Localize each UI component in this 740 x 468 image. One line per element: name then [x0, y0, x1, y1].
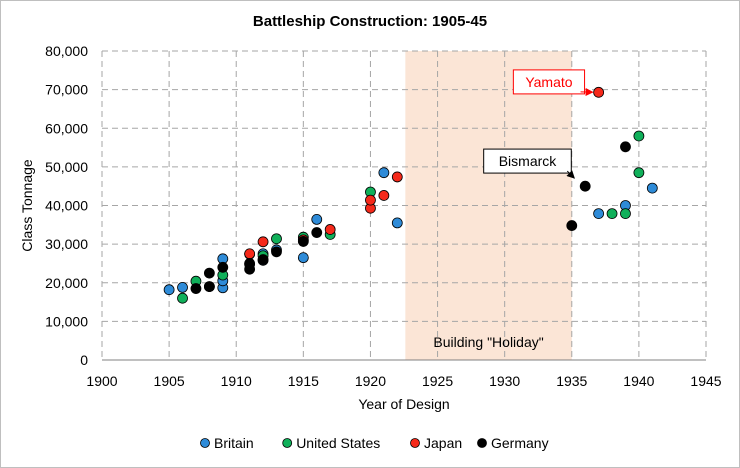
- legend-label-united-states: United States: [296, 435, 380, 451]
- point-germany: [297, 236, 309, 247]
- point-united-states: [606, 208, 618, 220]
- x-axis-title: Year of Design: [358, 396, 449, 412]
- x-tick-label: 1920: [355, 373, 386, 389]
- point-britain: [646, 182, 658, 194]
- y-tick-label: 50,000: [45, 159, 88, 175]
- legend-label-japan: Japan: [424, 435, 462, 451]
- legend-marker-germany: [477, 438, 487, 448]
- point-germany: [620, 141, 631, 153]
- point-japan: [257, 236, 269, 248]
- legend-label-germany: Germany: [491, 435, 549, 451]
- annotations: Yamato Bismarck: [483, 69, 594, 179]
- point-japan: [391, 171, 403, 183]
- x-tick-label: 1910: [221, 373, 252, 389]
- y-axis-title: Class Tonnage: [19, 159, 35, 252]
- y-tick-label: 70,000: [45, 82, 88, 98]
- y-tick-label: 40,000: [45, 198, 88, 214]
- point-germany: [203, 267, 215, 279]
- point-germany: [257, 254, 269, 265]
- x-tick-labels: 1900 1905 1910 1915 1920 1925 1930 1935 1940 1945: [86, 373, 721, 389]
- point-japan: [244, 248, 256, 260]
- point-germany: [579, 180, 591, 192]
- point-germany: [311, 227, 323, 238]
- point-united-states: [633, 167, 645, 179]
- x-tick-label: 1905: [154, 373, 185, 389]
- point-japan: [365, 194, 376, 206]
- chart-title: Battleship Construction: 1905-45: [253, 13, 487, 30]
- y-tick-label: 80,000: [45, 43, 88, 59]
- point-britain: [311, 214, 323, 225]
- y-tick-label: 0: [80, 352, 88, 368]
- point-united-states: [271, 233, 282, 245]
- y-tick-label: 60,000: [45, 120, 88, 136]
- point-germany: [244, 258, 256, 269]
- data-points: [163, 86, 658, 304]
- y-tick-label: 10,000: [45, 313, 88, 329]
- legend-marker-united-states: [282, 438, 293, 448]
- y-tick-label: 30,000: [45, 236, 88, 252]
- x-tick-label: 1940: [623, 373, 654, 389]
- y-tick-labels: 0 10,000 20,000 30,000 40,000 50,000 60,000 70,…: [45, 43, 88, 368]
- point-japan: [324, 224, 336, 235]
- point-united-states: [633, 130, 645, 142]
- yamato-callout-box: [512, 69, 586, 95]
- point-germany: [203, 281, 215, 293]
- point-united-states: [177, 292, 188, 304]
- point-germany: [190, 283, 202, 294]
- x-tick-label: 1945: [690, 373, 721, 389]
- point-britain: [593, 208, 605, 220]
- point-japan: [593, 86, 605, 98]
- x-tick-label: 1925: [422, 373, 453, 389]
- yamato-callout-text: Yamato: [525, 74, 572, 90]
- point-britain: [391, 217, 403, 229]
- legend-label-britain: Britain: [214, 435, 254, 451]
- point-britain: [297, 252, 309, 264]
- point-germany: [566, 220, 578, 231]
- point-germany: [217, 261, 229, 273]
- point-britain: [177, 281, 188, 293]
- legend: Britain United States Japan Germany: [200, 435, 549, 451]
- y-tick-label: 20,000: [45, 275, 88, 291]
- building-holiday-label: Building "Holiday": [433, 334, 543, 350]
- x-tick-label: 1930: [489, 373, 520, 389]
- x-tick-label: 1900: [86, 373, 117, 389]
- point-britain: [163, 284, 175, 296]
- legend-marker-britain: [200, 438, 210, 448]
- x-tick-label: 1935: [556, 373, 587, 389]
- point-britain: [378, 167, 390, 179]
- x-tick-label: 1915: [288, 373, 319, 389]
- bismarck-callout-arrow: [566, 170, 575, 179]
- point-japan: [378, 190, 390, 201]
- legend-marker-japan: [410, 438, 420, 448]
- point-germany: [271, 246, 282, 258]
- bismarck-callout-box: [483, 148, 572, 174]
- bismarck-callout-text: Bismarck: [499, 153, 558, 169]
- gridlines: [101, 50, 707, 360]
- point-united-states: [620, 208, 631, 220]
